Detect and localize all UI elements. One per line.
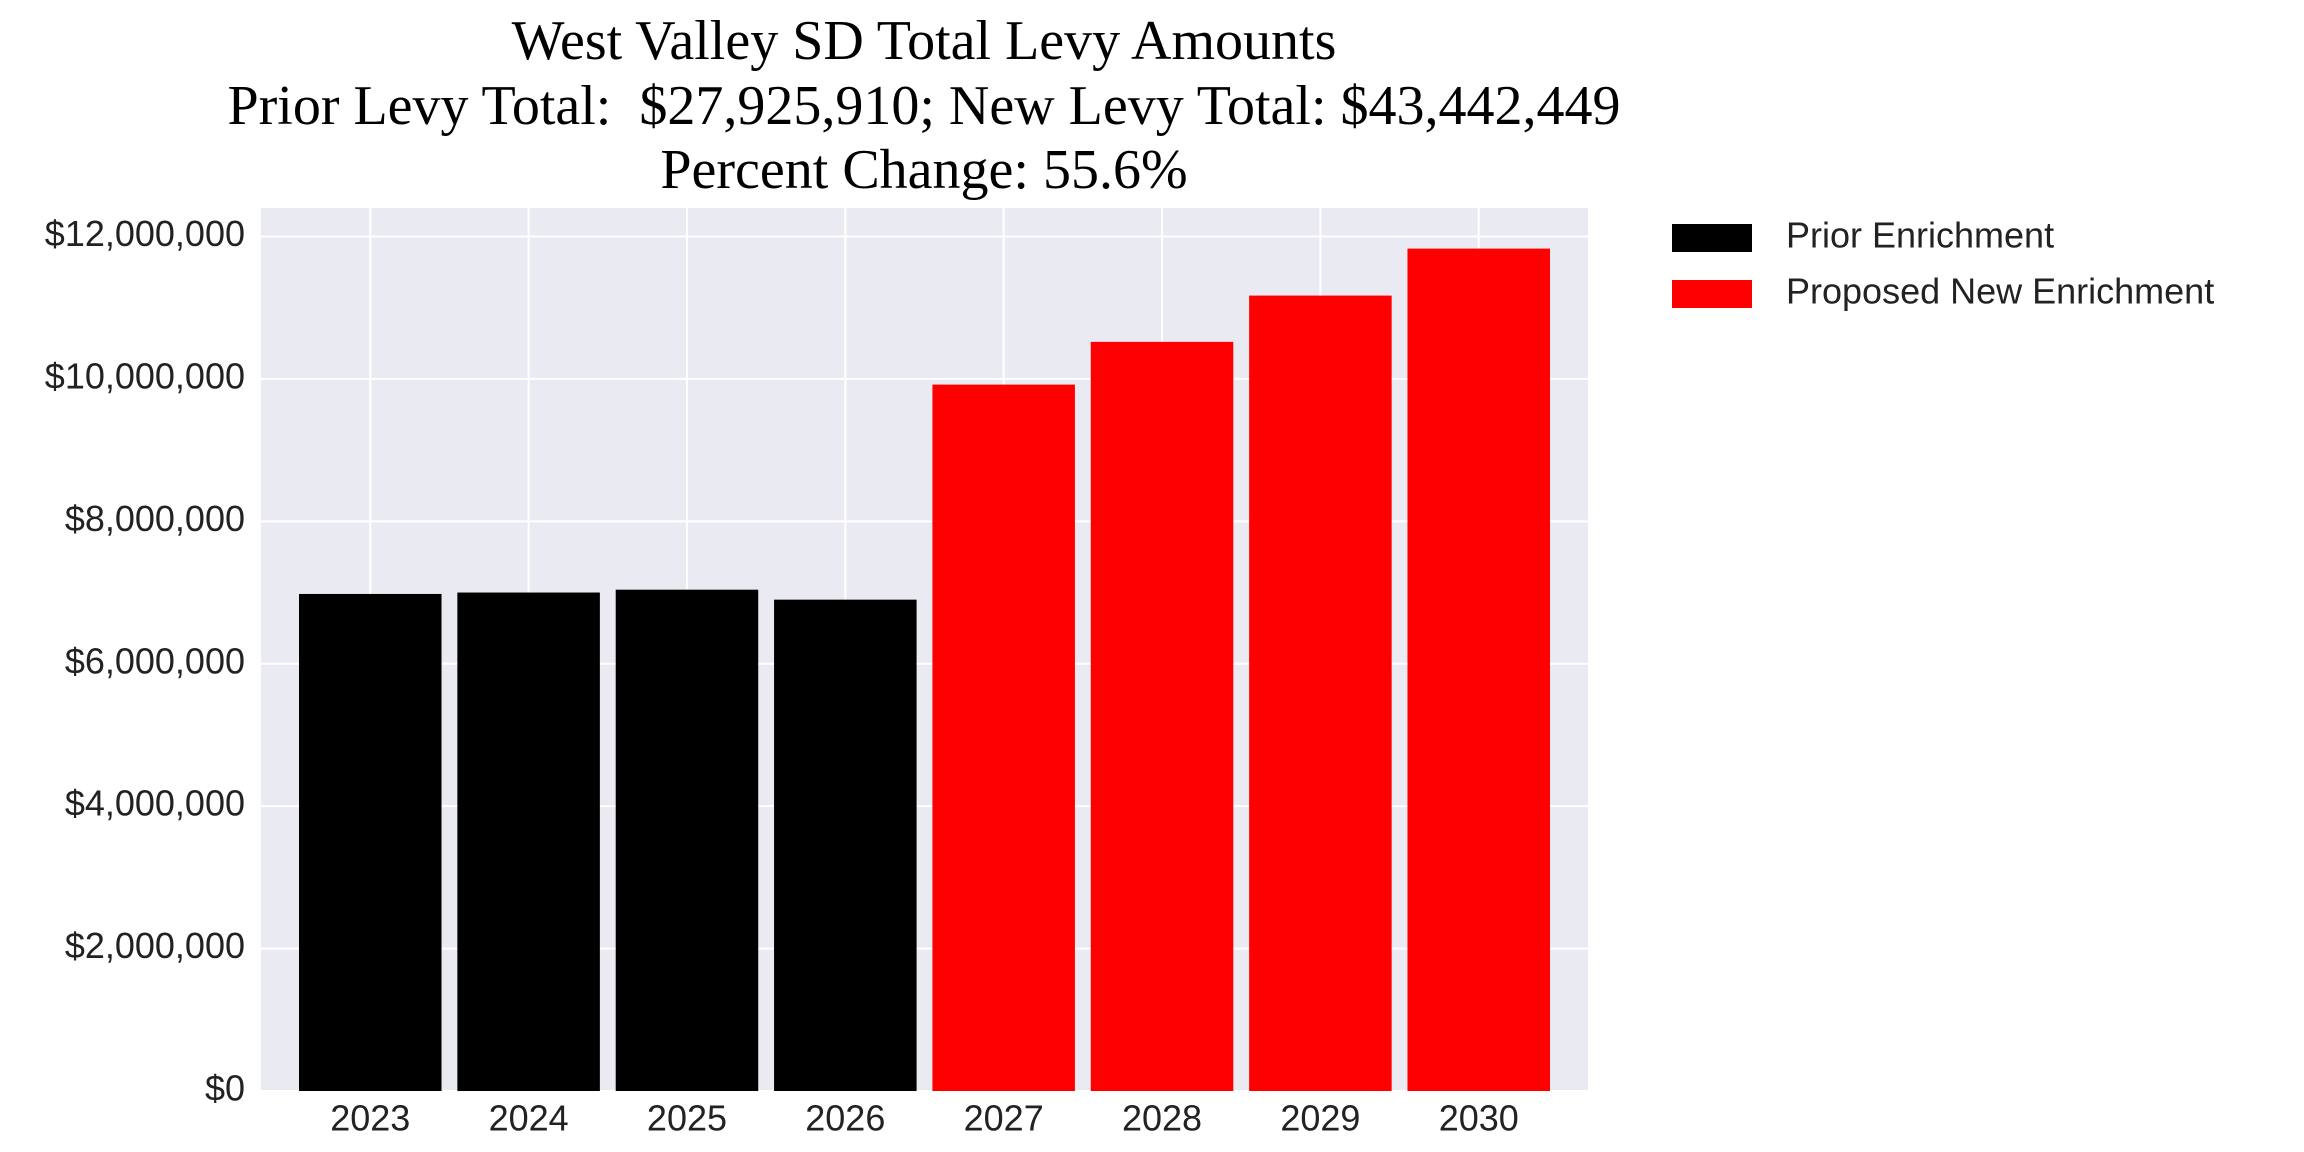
legend-swatch bbox=[1672, 280, 1752, 308]
y-tick-label: $10,000,000 bbox=[45, 355, 245, 396]
y-tick-label: $4,000,000 bbox=[65, 783, 245, 824]
legend-label: Prior Enrichment bbox=[1786, 215, 2054, 256]
x-tick-label: 2028 bbox=[1122, 1098, 1202, 1139]
x-tick-label: 2029 bbox=[1280, 1098, 1360, 1139]
y-tick-label: $6,000,000 bbox=[65, 640, 245, 681]
x-tick-label: 2027 bbox=[964, 1098, 1044, 1139]
bar bbox=[774, 599, 917, 1091]
bar bbox=[615, 589, 759, 1091]
x-tick-label: 2026 bbox=[805, 1098, 885, 1139]
y-tick-label: $12,000,000 bbox=[45, 213, 245, 254]
x-tick-label: 2030 bbox=[1439, 1098, 1519, 1139]
x-tick-label: 2025 bbox=[647, 1098, 727, 1139]
bar bbox=[1407, 248, 1550, 1091]
chart-subtitle: Percent Change: 55.6% bbox=[660, 139, 1187, 201]
x-tick-label: 2023 bbox=[330, 1098, 410, 1139]
bar bbox=[457, 592, 600, 1091]
chart-title: West Valley SD Total Levy Amounts bbox=[512, 10, 1337, 72]
legend-swatch bbox=[1672, 224, 1752, 252]
y-tick-label: $2,000,000 bbox=[65, 925, 245, 966]
y-tick-label: $8,000,000 bbox=[65, 498, 245, 539]
bar bbox=[932, 384, 1075, 1092]
legend-label: Proposed New Enrichment bbox=[1786, 271, 2214, 312]
y-tick-label: $0 bbox=[205, 1068, 245, 1109]
chart-subtitle: Prior Levy Total: $27,925,910; New Levy … bbox=[227, 75, 1620, 137]
bar bbox=[1249, 295, 1392, 1091]
x-tick-label: 2024 bbox=[489, 1098, 569, 1139]
bar bbox=[299, 593, 442, 1091]
bar bbox=[1090, 341, 1234, 1091]
